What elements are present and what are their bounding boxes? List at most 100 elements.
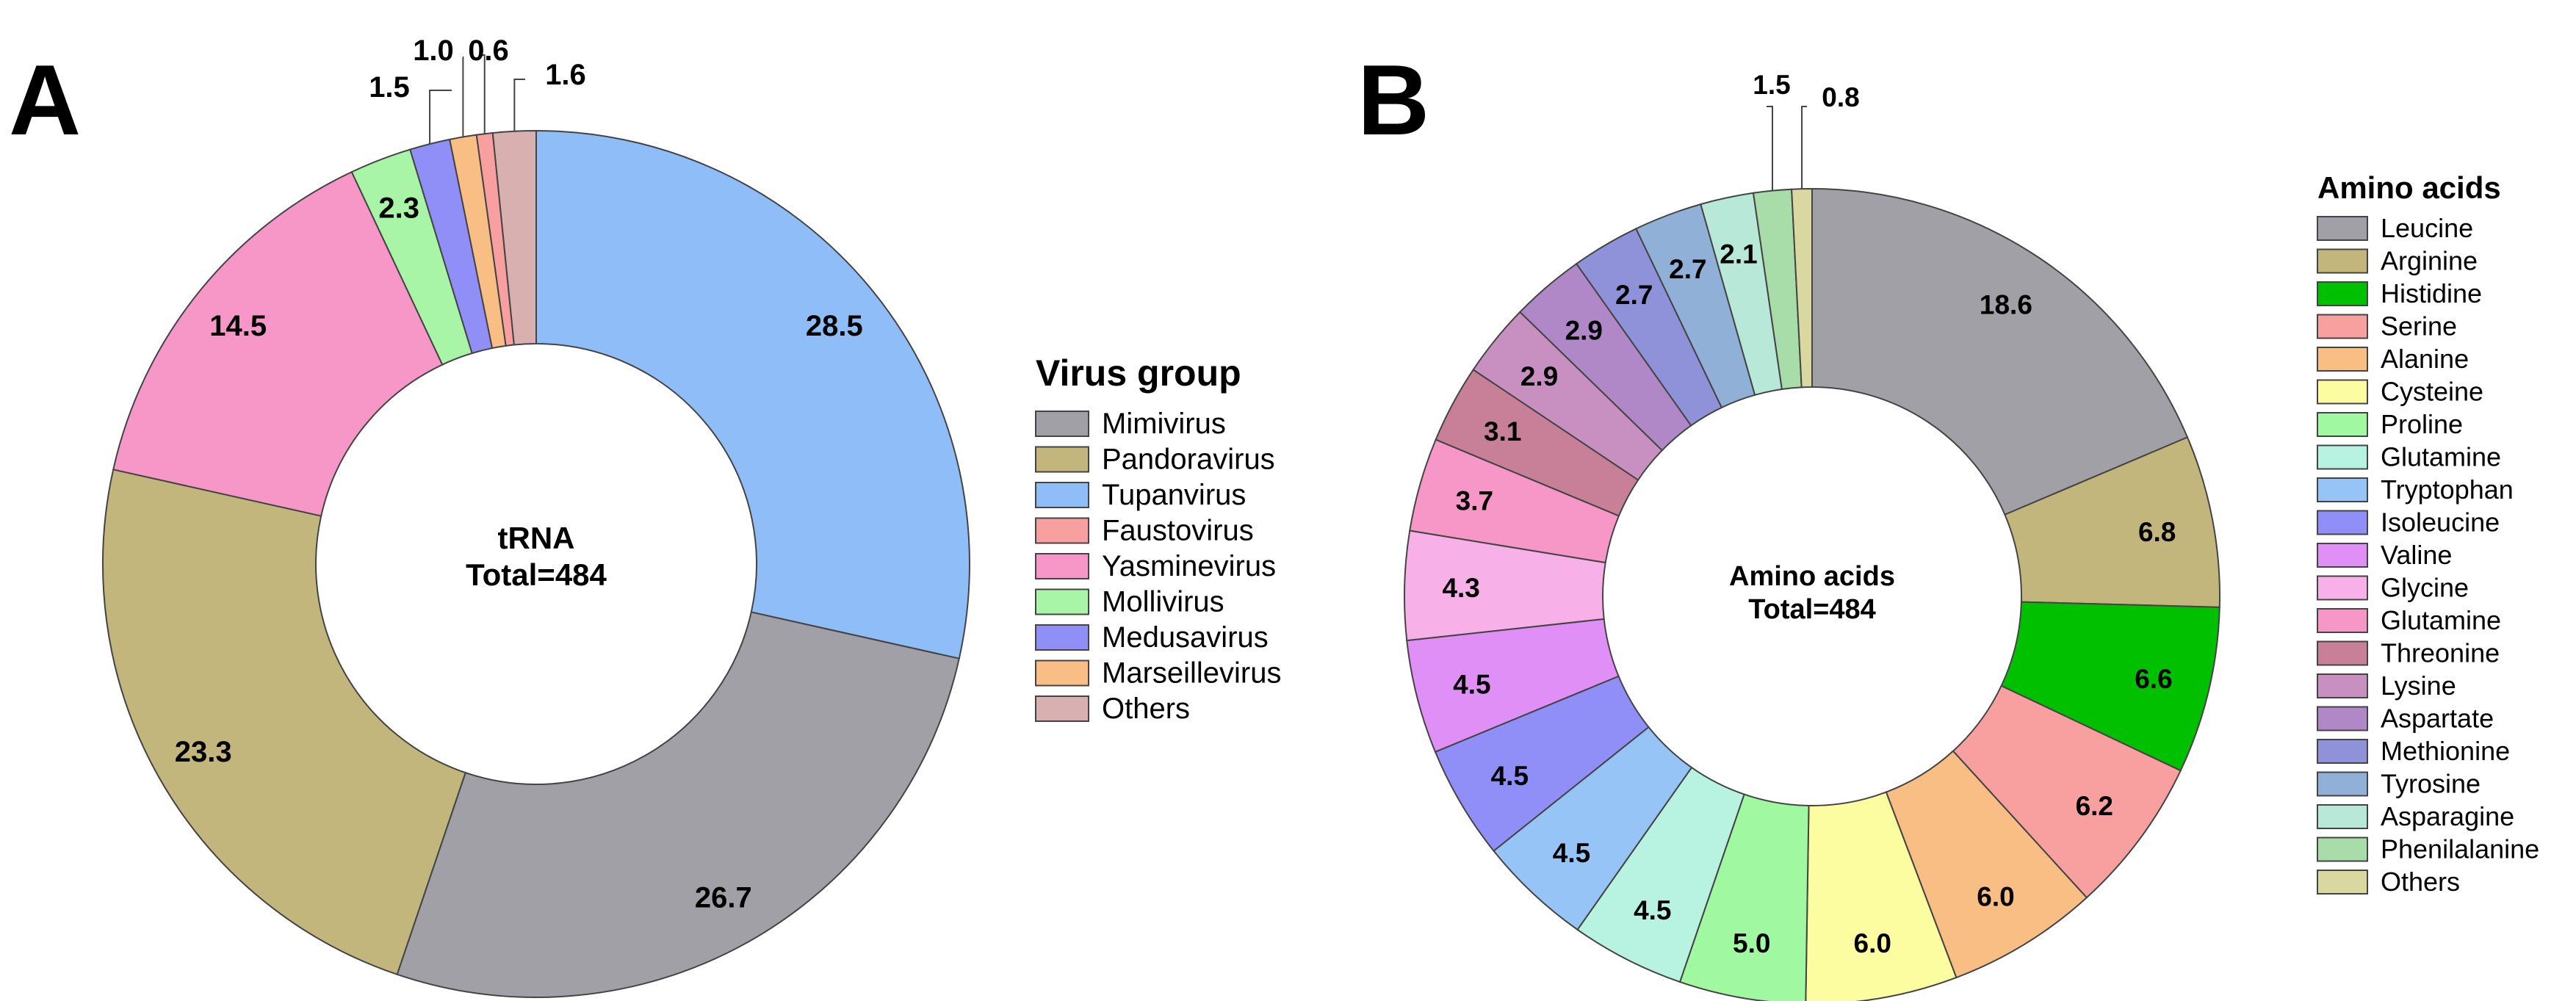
- legend-label-medusavirus-6: Medusavirus: [1102, 621, 1269, 654]
- value-label-glycine-11: 4.3: [1442, 573, 1479, 603]
- legend-label-others-20: Others: [2381, 867, 2460, 897]
- value-label-lysine-14: 2.9: [1520, 361, 1558, 391]
- value-label-mimivirus-1: 26.7: [695, 881, 752, 914]
- legend-swatch-proline-6: [2317, 412, 2368, 437]
- legend-label-aspartate-15: Aspartate: [2381, 704, 2494, 734]
- legend-swatch-tupanvirus-2: [1035, 482, 1089, 508]
- legend-swatch-others-20: [2317, 870, 2368, 895]
- legend-swatch-marseillevirus-7: [1035, 659, 1089, 687]
- slice-leucine-0: [1811, 187, 2189, 516]
- legend-swatch-alanine-4: [2317, 347, 2368, 372]
- value-label-faustovirus-7: 0.6: [468, 35, 509, 67]
- value-label-tryptophan-8: 4.5: [1553, 838, 1590, 868]
- slice-tupanvirus-0: [535, 129, 970, 659]
- slice-yasminevirus-3: [112, 170, 444, 517]
- leader-line-faustovirus-7: [479, 54, 486, 134]
- legend-label-glutamine-12: Glutamine: [2381, 605, 2501, 635]
- legend-label-marseillevirus-7: Marseillevirus: [1102, 657, 1282, 690]
- legend-label-tupanvirus-2: Tupanvirus: [1102, 479, 1246, 511]
- value-label-valine-10: 4.5: [1453, 669, 1490, 699]
- legend-swatch-isoleucine-9: [2317, 510, 2368, 535]
- legend-label-glycine-11: Glycine: [2381, 573, 2469, 603]
- legend-label-asparagine-18: Asparagine: [2381, 801, 2514, 831]
- legend-label-yasminevirus-4: Yasminevirus: [1102, 550, 1276, 582]
- legend-swatch-tyrosine-17: [2317, 771, 2368, 797]
- panel-a-slices: [102, 129, 970, 998]
- value-label-mollivirus-4: 2.3: [378, 192, 419, 225]
- legend-swatch-others-8: [1035, 695, 1089, 722]
- legend-label-tyrosine-17: Tyrosine: [2381, 769, 2481, 799]
- legend-swatch-histidine-2: [2317, 281, 2368, 306]
- legend-label-leucine-0: Leucine: [2381, 213, 2473, 243]
- legend-label-proline-6: Proline: [2381, 409, 2463, 439]
- value-label-alanine-4: 6.0: [1977, 881, 2014, 911]
- legend-swatch-medusavirus-6: [1035, 624, 1089, 651]
- legend-swatch-methionine-16: [2317, 739, 2368, 764]
- legend-label-isoleucine-9: Isoleucine: [2381, 507, 2500, 538]
- legend-label-histidine-2: Histidine: [2381, 278, 2482, 308]
- legend-label-phenilalanine-19: Phenilalanine: [2381, 834, 2539, 864]
- panel-a-value-labels: 28.5 26.7 23.3 14.5 2.3 1.51.0 0.6 1.6: [175, 35, 863, 914]
- panel-a-center-title: tRNA: [498, 521, 575, 555]
- legend-swatch-aspartate-15: [2317, 706, 2368, 731]
- panel-b-slices: [1404, 187, 2220, 1001]
- legend-label-mimivirus-0: Mimivirus: [1102, 408, 1226, 440]
- legend-label-lysine-14: Lysine: [2381, 671, 2456, 701]
- legend-swatch-leucine-0: [2317, 216, 2368, 241]
- legend-swatch-asparagine-18: [2317, 804, 2368, 829]
- legend-swatch-arginine-1: [2317, 248, 2368, 274]
- slice-mimivirus-1: [396, 611, 960, 998]
- legend-swatch-serine-3: [2317, 314, 2368, 339]
- panel-b-legend-title: Amino acids: [2317, 170, 2501, 205]
- value-label-cysteine-5: 6.0: [1854, 928, 1891, 958]
- legend-swatch-glutamine-7: [2317, 444, 2368, 470]
- leader-line-others-20: [1801, 106, 1807, 189]
- panel-a-center-total: Total=484: [466, 557, 607, 592]
- value-label-proline-6: 5.0: [1733, 928, 1770, 958]
- legend-swatch-yasminevirus-4: [1035, 553, 1089, 579]
- value-label-arginine-1: 6.8: [2138, 517, 2176, 547]
- leader-line-others-8: [513, 79, 525, 131]
- slice-others-20: [1791, 187, 1813, 389]
- legend-swatch-faustovirus-3: [1035, 517, 1089, 544]
- value-label-others-20: 0.8: [1822, 82, 1859, 112]
- leader-line-medusavirus-5: [429, 90, 452, 145]
- legend-label-arginine-1: Arginine: [2381, 246, 2478, 276]
- legend-label-cysteine-5: Cysteine: [2381, 377, 2483, 407]
- value-label-tyrosine-17: 2.7: [1669, 254, 1706, 284]
- legend-label-tryptophan-8: Tryptophan: [2381, 474, 2514, 505]
- legend-label-mollivirus-5: Mollivirus: [1102, 586, 1224, 618]
- value-label-pandoravirus-2: 23.3: [175, 736, 232, 768]
- legend-swatch-mollivirus-5: [1035, 588, 1089, 615]
- legend-label-glutamine-7: Glutamine: [2381, 442, 2501, 472]
- legend-swatch-lysine-14: [2317, 673, 2368, 698]
- value-label-medusavirus-5: 1.5: [369, 71, 410, 104]
- value-label-leucine-0: 18.6: [1980, 289, 2032, 319]
- panel-a-donut-chart: A 28.5 26.7 23.3 14.5 2.3 1.51.0 0.6 1.6 tRNA T…: [9, 35, 1282, 998]
- legend-swatch-valine-10: [2317, 543, 2368, 568]
- legend-label-pandoravirus-1: Pandoravirus: [1102, 444, 1275, 476]
- legend-swatch-tryptophan-8: [2317, 477, 2368, 502]
- legend-label-faustovirus-3: Faustovirus: [1102, 515, 1254, 547]
- legend-label-valine-10: Valine: [2381, 540, 2452, 570]
- legend-swatch-glycine-11: [2317, 575, 2368, 601]
- legend-label-methionine-16: Methionine: [2381, 736, 2510, 766]
- leader-line-phenilalanine-19: [1767, 106, 1773, 191]
- value-label-glutamine-12: 3.7: [1456, 486, 1493, 516]
- panel-b-center-title: Amino acids: [1729, 561, 1895, 592]
- panel-b-value-labels: 18.6 6.8 6.6 6.2 6.0 6.0 5.0 4.5 4.5 4.5 4.5 4.3 3.7…: [1442, 70, 2176, 958]
- legend-swatch-phenilalanine-19: [2317, 836, 2368, 862]
- legend-swatch-glutamine-12: [2317, 608, 2368, 633]
- value-label-serine-3: 6.2: [2076, 791, 2113, 821]
- value-label-others-8: 1.6: [545, 59, 586, 91]
- value-label-yasminevirus-3: 14.5: [209, 310, 267, 342]
- legend-swatch-cysteine-5: [2317, 379, 2368, 405]
- legend-label-serine-3: Serine: [2381, 311, 2457, 342]
- panel-b-donut-chart: B 18.6 6.8 6.6 6.2 6.0 6.0 5.0 4.5 4.5 4.5 4.5 4.3 3…: [1357, 44, 2539, 1001]
- slice-cysteine-5: [1805, 791, 1958, 1001]
- value-label-asparagine-18: 2.1: [1720, 239, 1757, 270]
- value-label-marseillevirus-6: 1.0: [413, 35, 454, 67]
- value-label-glutamine-7: 4.5: [1634, 895, 1671, 925]
